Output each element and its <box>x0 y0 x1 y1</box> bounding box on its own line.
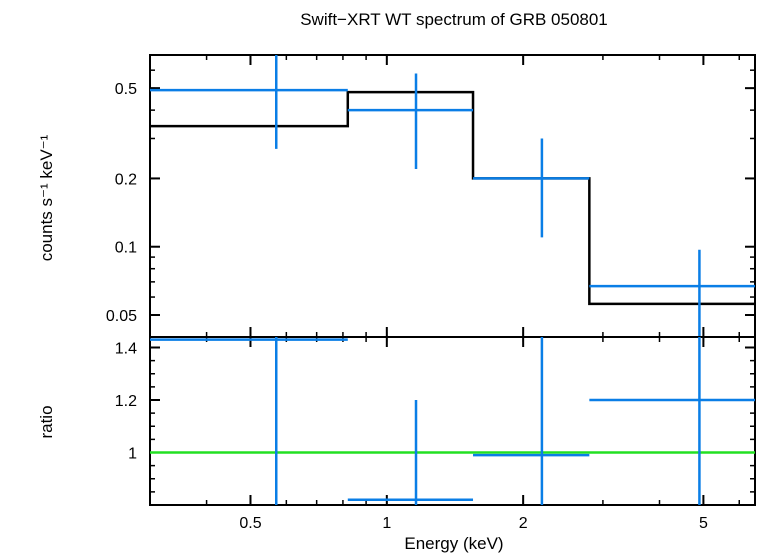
y-tick-label: 0.05 <box>106 308 137 325</box>
y-axis-label-ratio: ratio <box>37 405 56 438</box>
y-tick-label: 1.2 <box>115 393 137 410</box>
x-tick-label: 2 <box>519 515 528 532</box>
ratio-panel: 1 1.2 1.4 0.5 1 2 5 <box>115 336 756 532</box>
ratio-frame <box>149 336 756 506</box>
y-tick-label: 1 <box>128 446 137 463</box>
y-tick-label: 0.1 <box>115 240 137 257</box>
y-tick-label: 1.4 <box>115 341 137 358</box>
y-tick-label: 0.2 <box>115 171 137 188</box>
model-step-line <box>150 90 755 306</box>
x-tick-label: 5 <box>699 515 708 532</box>
x-tick-label: 0.5 <box>239 515 261 532</box>
spectrum-frame <box>149 54 756 338</box>
y-tick-label: 0.5 <box>115 81 137 98</box>
spectrum-panel: 0.05 0.1 0.2 0.5 <box>106 54 756 338</box>
x-axis-label: Energy (keV) <box>404 534 503 553</box>
x-tick-label: 1 <box>382 515 391 532</box>
chart-title: Swift−XRT WT spectrum of GRB 050801 <box>300 10 608 29</box>
y-axis-label-spectrum: counts s⁻¹ keV⁻¹ <box>37 134 56 261</box>
